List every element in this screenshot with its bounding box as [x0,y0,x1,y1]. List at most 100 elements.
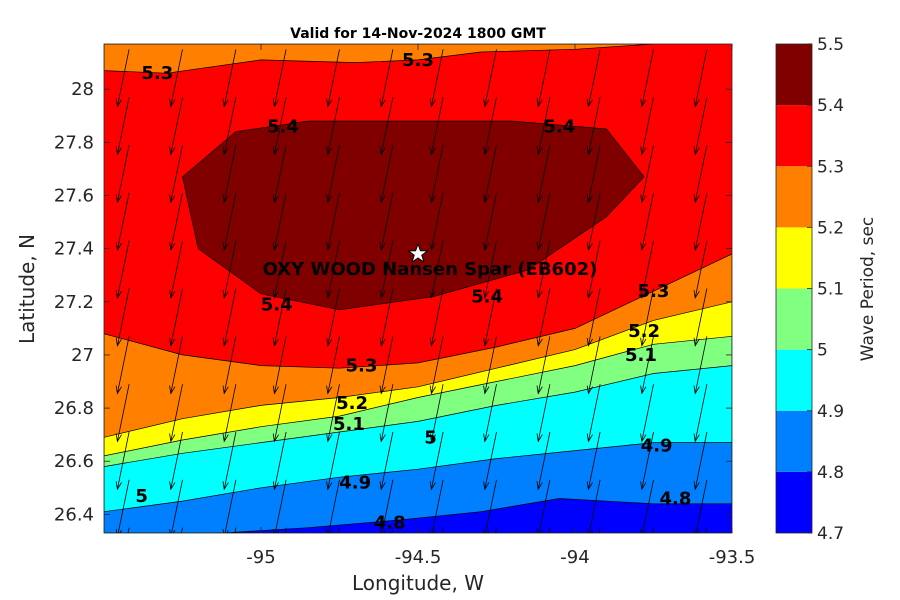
x-tick-label: -95 [246,547,275,568]
wind-arrow [115,240,130,300]
wind-arrow [483,336,497,395]
contour-label: 5.3 [346,356,378,377]
wind-arrow [379,144,394,204]
wind-arrow [640,97,654,156]
wind-arrow [536,144,551,204]
wind-arrow [379,431,394,491]
wind-arrow [640,49,654,108]
wind-arrow [640,144,654,204]
colorbar-segment [776,410,812,472]
wind-arrow [640,431,654,491]
wind-arrow [429,49,444,108]
wind-arrow [586,479,601,533]
star-icon [407,242,429,264]
contour-label: 5.4 [543,116,575,137]
colorbar-segment [776,288,812,350]
x-tick-label: -93.5 [709,547,756,568]
wind-arrow [272,144,287,204]
x-tick-label: -94 [560,547,589,568]
contour-label: 5.1 [333,414,365,435]
contour-label: 5 [424,427,437,448]
colorbar-segment [776,349,812,411]
wind-arrow [483,97,497,156]
contour-label: 5.4 [471,286,503,307]
wind-arrow [222,479,237,533]
wind-arrow [272,431,287,491]
wind-arrow [379,384,394,443]
wind-arrow [495,527,497,533]
wind-arrow [429,336,444,395]
x-tick-label: -94.5 [395,547,442,568]
wind-arrow [379,192,394,252]
wind-arrow [222,384,237,443]
wind-arrow [640,288,654,347]
wind-arrow [222,240,237,300]
wind-vectors [115,49,708,533]
wind-arrow [379,49,394,108]
wind-arrow [169,336,183,395]
wind-arrow [536,49,551,108]
wind-arrow [483,479,497,533]
station-marker: OXY WOOD Nansen Spar (EB602) [263,242,597,280]
x-axis-ticks: -95 -94.5 -94 -93.5 [246,44,755,568]
wind-arrow [222,431,237,491]
wind-arrow [429,144,444,204]
wind-arrow [222,192,237,252]
wind-arrow [379,97,394,156]
wind-arrow [693,336,708,395]
contour-label: 5.4 [261,294,293,315]
wind-arrow [536,240,551,300]
wind-arrow [169,384,183,443]
wind-arrow [693,431,708,491]
wind-arrow [586,97,601,156]
wind-arrow [640,336,654,395]
wind-arrow [586,144,601,204]
wind-arrow [222,288,237,347]
wind-arrow [536,384,551,443]
wind-arrow [272,49,287,108]
y-tick-label: 27.6 [54,185,94,206]
wind-arrow [640,384,654,443]
y-axis-label: Latitude, N [15,234,39,344]
wind-arrow [483,288,497,347]
band-5.3-top [104,44,654,74]
wind-arrow [222,144,237,204]
wind-arrow [169,97,183,156]
wind-arrow [181,527,183,533]
wind-arrow [115,431,130,491]
wind-arrow [705,527,708,533]
wind-arrow [272,97,287,156]
wind-arrow [693,240,708,300]
wind-arrow [536,336,551,395]
colorbar-tick-label: 5.5 [817,35,844,55]
contour-label: 5.4 [267,116,299,137]
y-axis-ticks: 26.4 26.6 26.8 27 27.2 27.4 27.6 27.8 28 [54,79,732,525]
wind-arrow [429,240,444,300]
wind-arrow [326,49,340,108]
wind-arrow [379,336,394,395]
wind-arrow [586,49,601,108]
wind-arrow [326,97,340,156]
colorbar-segment [776,105,812,167]
wind-arrow [222,49,237,108]
wind-arrow [115,97,130,156]
wind-arrow [326,144,340,204]
wind-arrow [115,192,130,252]
wind-arrow [326,192,340,252]
wind-arrow [536,479,551,533]
wind-arrow [326,431,340,491]
wind-arrow [483,192,497,252]
y-tick-label: 27 [71,345,94,366]
wind-arrow [169,144,183,204]
wind-arrow [272,384,287,443]
wind-arrow [693,479,708,533]
wind-arrow [169,431,183,491]
wind-arrow [272,336,287,395]
colorbar-label: Wave Period, sec [858,217,878,362]
wind-arrow [693,192,708,252]
wind-arrow [115,479,130,533]
contour-label: 5.3 [141,63,173,84]
wind-arrow [222,97,237,156]
wind-arrow [483,144,497,204]
